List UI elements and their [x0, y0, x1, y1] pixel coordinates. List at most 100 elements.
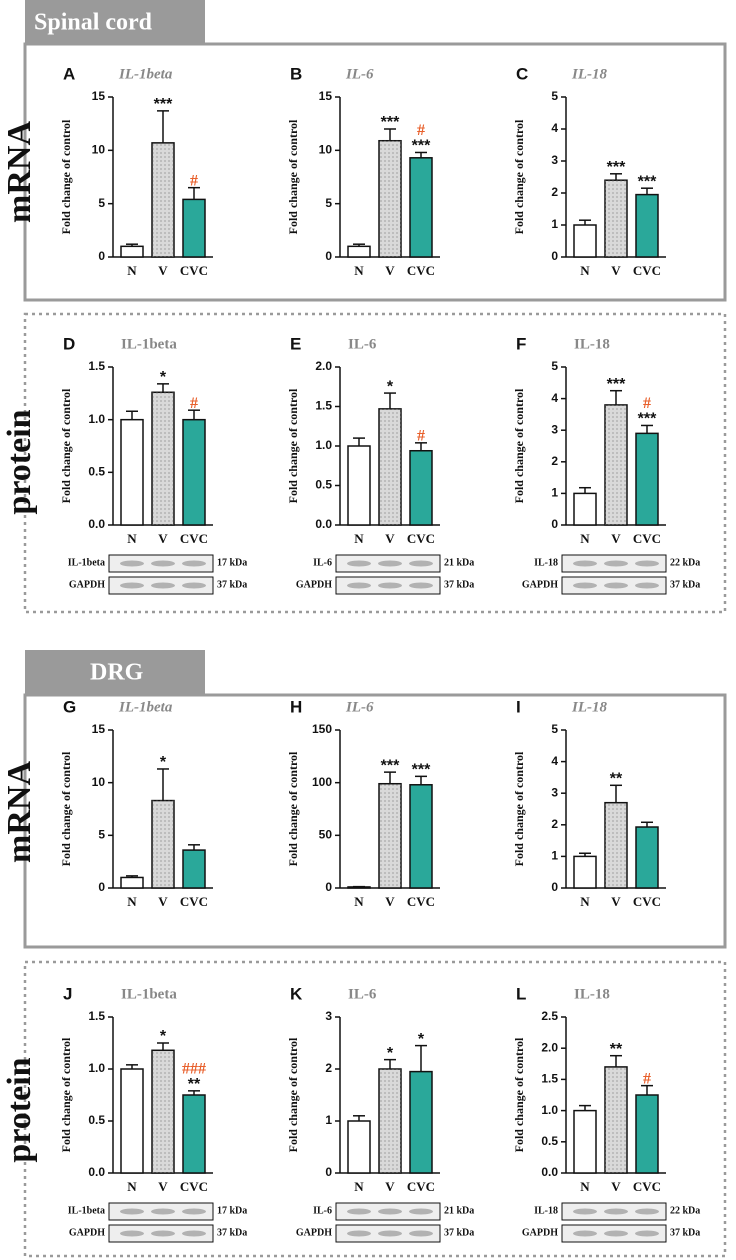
blot-band — [347, 582, 371, 589]
y-tick-label: 1 — [551, 486, 558, 500]
bar — [120, 245, 144, 258]
x-tick-label: V — [611, 894, 621, 909]
bar — [409, 449, 433, 526]
y-tick-label: 0 — [98, 880, 105, 894]
y-axis-label: Fold change of control — [59, 388, 73, 503]
y-tick-label: 15 — [92, 89, 106, 103]
x-tick-label: CVC — [180, 263, 208, 278]
bar — [182, 418, 206, 526]
panel-title: IL-6 — [348, 336, 377, 352]
row-label: mRNA — [1, 761, 38, 863]
panel-title: IL-1beta — [118, 66, 173, 82]
blot-label: IL-6 — [313, 557, 332, 568]
x-tick-label: V — [385, 531, 395, 546]
y-tick-label: 4 — [551, 391, 558, 405]
bar-pattern — [605, 802, 627, 888]
bar-pattern — [379, 408, 401, 525]
panel-title: IL-6 — [348, 986, 377, 1002]
significance: *** — [412, 762, 431, 779]
blot-size: 37 kDa — [670, 579, 700, 590]
significance: *** — [154, 96, 173, 113]
bar — [347, 1120, 371, 1174]
panel-title: IL-18 — [571, 699, 607, 715]
y-axis-label: Fold change of control — [286, 388, 300, 503]
significance: *** — [412, 138, 431, 155]
panel-title: IL-18 — [574, 336, 610, 352]
significance-hash: # — [190, 172, 198, 189]
significance: ** — [188, 1076, 201, 1093]
x-tick-label: CVC — [633, 263, 661, 278]
bar — [573, 224, 597, 258]
y-tick-label: 10 — [92, 143, 106, 157]
bar — [409, 157, 433, 258]
y-axis-label: Fold change of control — [59, 1037, 73, 1152]
blot-band — [182, 582, 206, 589]
blot-label: GAPDH — [522, 579, 558, 590]
y-tick-label: 0 — [551, 517, 558, 531]
bar — [347, 245, 371, 258]
y-tick-label: 0.5 — [315, 478, 332, 492]
y-tick-label: 1 — [551, 217, 558, 231]
x-tick-label: N — [580, 263, 590, 278]
panel-letter: B — [290, 64, 302, 83]
bar — [635, 1094, 659, 1174]
bar-pattern — [379, 1069, 401, 1173]
significance: * — [418, 1031, 425, 1048]
blot-band — [120, 1208, 144, 1215]
x-tick-label: CVC — [633, 531, 661, 546]
significance: * — [160, 1028, 167, 1045]
y-axis-label: Fold change of control — [286, 1037, 300, 1152]
bar — [573, 492, 597, 526]
y-tick-label: 1 — [551, 849, 558, 863]
y-tick-label: 5 — [551, 89, 558, 103]
bar-pattern — [605, 404, 627, 525]
section-box — [23, 42, 727, 302]
row-label: protein — [1, 1057, 38, 1162]
blot-label: IL-18 — [534, 557, 558, 568]
blot-band — [120, 560, 144, 567]
bar-pattern — [152, 142, 174, 257]
y-tick-label: 0.5 — [88, 1113, 105, 1127]
y-tick-label: 1.0 — [88, 412, 105, 426]
blot-size: 22 kDa — [670, 1205, 700, 1216]
blot-size: 17 kDa — [217, 1205, 247, 1216]
y-axis-label: Fold change of control — [512, 119, 526, 234]
x-tick-label: N — [580, 1179, 590, 1194]
blot-band — [151, 1208, 175, 1215]
blot-size: 37 kDa — [444, 1227, 474, 1238]
section-box — [23, 960, 727, 1258]
y-tick-label: 5 — [98, 828, 105, 842]
blot-band — [347, 1230, 371, 1237]
y-tick-label: 5 — [325, 196, 332, 210]
x-tick-label: V — [158, 531, 168, 546]
x-tick-label: V — [158, 894, 168, 909]
y-tick-label: 0.0 — [88, 517, 105, 531]
panel-letter: G — [63, 697, 76, 716]
y-tick-label: 2.5 — [541, 1009, 558, 1023]
x-tick-label: V — [385, 263, 395, 278]
y-tick-label: 1.0 — [315, 438, 332, 452]
panel-letter: E — [290, 334, 301, 353]
blot-size: 37 kDa — [217, 1227, 247, 1238]
y-tick-label: 2.0 — [541, 1040, 558, 1054]
blot-band — [151, 1230, 175, 1237]
bar-pattern — [152, 392, 174, 525]
y-tick-label: 2 — [325, 1061, 332, 1075]
y-tick-label: 1.5 — [88, 359, 105, 373]
blot-size: 21 kDa — [444, 557, 474, 568]
blot-band — [409, 582, 433, 589]
blot-label: IL-18 — [534, 1205, 558, 1216]
x-tick-label: CVC — [180, 1179, 208, 1194]
blot-band — [604, 582, 628, 589]
x-tick-label: N — [354, 894, 364, 909]
bar — [635, 193, 659, 258]
y-tick-label: 150 — [312, 722, 332, 736]
y-axis-label: Fold change of control — [512, 751, 526, 866]
x-tick-label: N — [127, 1179, 137, 1194]
significance: *** — [381, 757, 400, 774]
blot-band — [182, 1230, 206, 1237]
y-tick-label: 5 — [98, 196, 105, 210]
significance-hash: # — [643, 395, 651, 412]
bar-pattern — [379, 783, 401, 888]
